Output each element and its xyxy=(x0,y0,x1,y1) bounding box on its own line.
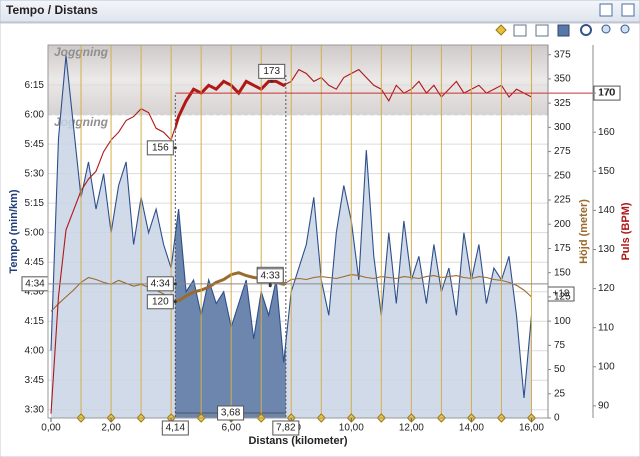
y2-tick-label: 275 xyxy=(554,146,571,157)
y3-tick-label: 90 xyxy=(598,401,610,412)
y3-tick-label: 110 xyxy=(598,322,614,333)
y-tick-label: 4:15 xyxy=(25,316,45,327)
value-label: 7,82 xyxy=(276,423,296,434)
value-label: 170 xyxy=(599,88,616,99)
y-tick-label: 4:45 xyxy=(25,257,45,268)
value-box xyxy=(146,276,174,292)
y3-tick-label: 100 xyxy=(598,361,615,372)
y-tick-label: 5:15 xyxy=(25,198,45,209)
y3-tick-label: 130 xyxy=(598,244,615,255)
y2-tick-label: 0 xyxy=(554,413,560,424)
tool-icon[interactable] xyxy=(557,24,570,37)
panel-title: Tempo / Distans xyxy=(6,3,98,17)
y-tick-label: 6:15 xyxy=(25,80,45,91)
y3-tick-label: 160 xyxy=(598,127,615,138)
title-bar xyxy=(0,0,640,23)
y3-tick-label: 170 xyxy=(598,88,615,99)
tool-icon[interactable] xyxy=(601,24,611,34)
value-label: 156 xyxy=(152,142,169,153)
x-tick-label: 14,00 xyxy=(459,423,484,434)
y2-tick-label: 375 xyxy=(554,49,571,60)
y3-tick-label: 150 xyxy=(598,166,615,177)
value-label: 4,14 xyxy=(166,423,186,434)
x-tick-label: 12,00 xyxy=(399,423,424,434)
window-icon[interactable] xyxy=(599,3,613,17)
y-tick-label: 5:00 xyxy=(25,227,45,238)
toolbar xyxy=(495,24,630,37)
y3-axis-title: Puls (BPM) xyxy=(620,202,632,260)
y-tick-label: 5:45 xyxy=(25,139,45,150)
y2-tick-label: 150 xyxy=(554,267,571,278)
value-label: 4:34 xyxy=(25,278,45,289)
label-anchor xyxy=(173,300,177,304)
tempo-area-selected xyxy=(175,209,286,418)
y2-tick-label: 325 xyxy=(554,98,571,109)
tool-icon[interactable] xyxy=(535,24,549,37)
x-tick-label: 10,00 xyxy=(339,423,364,434)
value-box xyxy=(146,294,174,310)
value-label: 120 xyxy=(152,296,169,307)
window-icon[interactable] xyxy=(621,3,635,17)
y2-tick-label: 250 xyxy=(554,170,571,181)
label-anchor xyxy=(270,79,274,83)
y2-tick-label: 75 xyxy=(554,340,566,351)
y2-tick-label: 25 xyxy=(554,388,566,399)
label-anchor xyxy=(173,282,177,286)
x-axis-title: Distans (kilometer) xyxy=(248,435,347,447)
y-tick-label: 4:30 xyxy=(25,286,45,297)
label-anchor xyxy=(268,284,272,288)
value-box xyxy=(161,420,189,436)
y2-tick-label: 100 xyxy=(554,316,571,327)
y2-tick-label: 125 xyxy=(554,292,571,303)
value-label: 4:34 xyxy=(151,278,171,289)
x-tick-label: 16,00 xyxy=(519,423,544,434)
y-tick-label: 3:45 xyxy=(25,375,45,386)
value-box xyxy=(217,405,245,421)
value-label: 3,68 xyxy=(221,408,241,419)
y2-tick-label: 350 xyxy=(554,74,571,85)
value-box xyxy=(258,63,286,79)
y2-tick-label: 50 xyxy=(554,364,566,375)
x-tick-label: 0,00 xyxy=(41,423,61,434)
y-axis-title: Tempo (min/km) xyxy=(8,189,20,273)
x-tick-label: 2,00 xyxy=(101,423,121,434)
value-label: 4:33 xyxy=(260,270,280,281)
y3-tick-label: 120 xyxy=(598,283,615,294)
tool-icon[interactable] xyxy=(580,24,592,36)
y-tick-label: 6:00 xyxy=(25,109,45,120)
value-label: 173 xyxy=(263,66,280,77)
tool-icon[interactable] xyxy=(495,24,507,36)
value-label: +18 xyxy=(553,289,570,300)
y2-tick-label: 200 xyxy=(554,219,571,230)
label-anchor xyxy=(173,146,177,150)
y2-tick-label: 225 xyxy=(554,195,571,206)
y2-tick-label: 175 xyxy=(554,243,571,254)
y-tick-label: 4:00 xyxy=(25,345,45,356)
y-tick-label: 3:30 xyxy=(25,404,45,415)
value-box xyxy=(272,420,300,436)
y2-tick-label: 300 xyxy=(554,122,571,133)
tool-icon[interactable] xyxy=(620,24,630,34)
y-tick-label: 5:30 xyxy=(25,168,45,179)
value-box xyxy=(146,140,174,156)
y2-axis-title: Höjd (meter) xyxy=(578,199,590,264)
zone-band xyxy=(48,45,548,115)
value-box xyxy=(256,268,284,284)
tool-icon[interactable] xyxy=(513,24,527,37)
x-tick-label: 6,00 xyxy=(221,423,241,434)
y3-tick-label: 140 xyxy=(598,205,615,216)
